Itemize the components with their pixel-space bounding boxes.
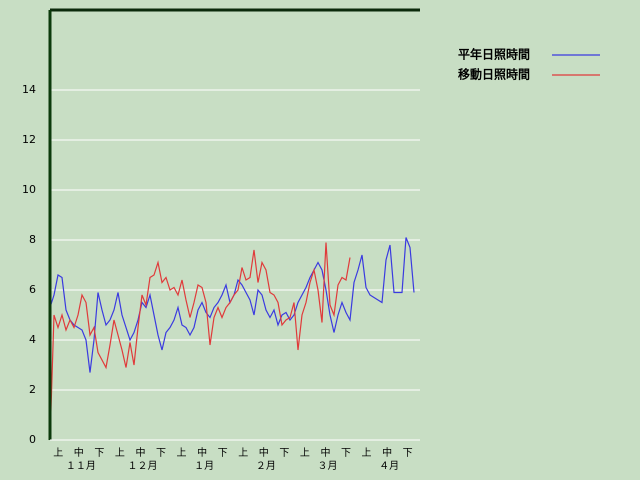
series-line — [49, 242, 351, 441]
month-label: ４月 — [379, 460, 399, 472]
x-tick-label: 下 — [156, 448, 166, 459]
month-label: １２月 — [128, 460, 158, 472]
x-tick-label: 中 — [197, 446, 207, 459]
series-line — [49, 237, 415, 373]
month-label: １月 — [194, 460, 214, 472]
legend-label: 移動日照時間 — [458, 67, 530, 82]
y-tick-label: 0 — [29, 433, 36, 446]
x-tick-label: 中 — [259, 446, 269, 459]
x-tick-label: 上 — [238, 447, 248, 459]
month-label: ３月 — [318, 460, 338, 472]
x-tick-label: 中 — [74, 446, 84, 459]
x-tick-label: 中 — [135, 446, 145, 459]
x-tick-label: 下 — [94, 448, 104, 459]
x-tick-label: 上 — [53, 447, 63, 459]
y-tick-label: 14 — [22, 83, 36, 96]
y-tick-label: 6 — [29, 283, 36, 296]
x-tick-label: 中 — [382, 446, 392, 459]
x-tick-label: 上 — [300, 447, 310, 459]
y-tick-label: 8 — [29, 233, 36, 246]
y-tick-label: 4 — [29, 333, 36, 346]
x-tick-label: 下 — [403, 448, 413, 459]
y-tick-label: 2 — [29, 383, 36, 396]
y-tick-label: 10 — [22, 183, 36, 196]
x-tick-label: 上 — [115, 447, 125, 459]
month-label: ２月 — [256, 460, 276, 472]
x-tick-label: 下 — [279, 448, 289, 459]
x-tick-label: 中 — [320, 446, 330, 459]
x-tick-label: 上 — [362, 447, 372, 459]
x-tick-label: 上 — [177, 447, 187, 459]
month-label: １１月 — [66, 460, 96, 472]
legend-label: 平年日照時間 — [458, 47, 530, 62]
x-tick-label: 下 — [218, 448, 228, 459]
y-tick-label: 12 — [22, 133, 36, 146]
x-tick-label: 下 — [341, 448, 351, 459]
